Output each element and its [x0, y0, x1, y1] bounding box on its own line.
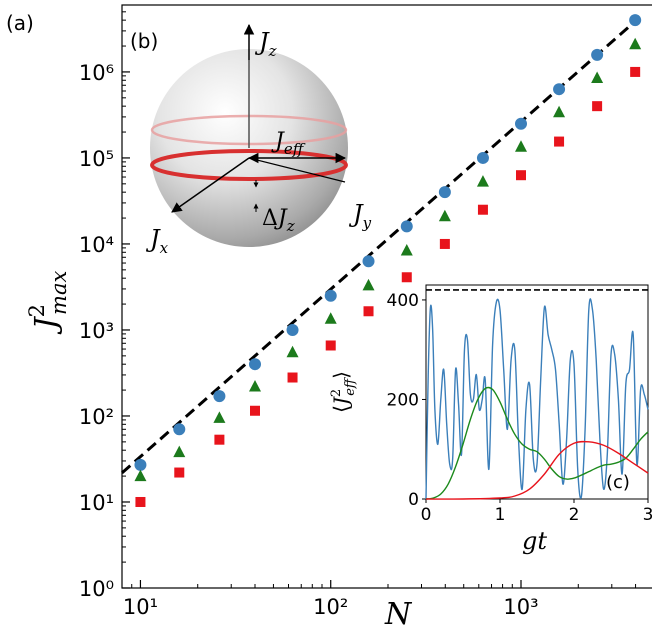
square-point [325, 340, 336, 351]
inset-series-line-2 [425, 440, 649, 500]
square-point [630, 66, 641, 77]
circle-point [286, 323, 299, 336]
square-point [214, 434, 225, 445]
circle-point [591, 48, 604, 61]
triangle-point [476, 175, 489, 187]
square-point [401, 272, 412, 283]
square-point [477, 204, 488, 215]
circle-point [173, 423, 186, 436]
triangle-point [286, 345, 299, 358]
y-tick-label: 10³ [79, 319, 114, 343]
circle-point [553, 83, 566, 96]
inset-series-line-0 [425, 298, 649, 500]
inset-x-tick-label: 0 [421, 505, 432, 525]
triangle-point [324, 312, 337, 324]
circle-point [515, 117, 527, 130]
inset-x-tick-label: 3 [643, 505, 652, 525]
main-axes: 10¹ 10² 10³ 10⁰ 10¹ 10² 10³ 10⁴ 10⁵ 10⁶ [79, 4, 637, 619]
inset-x-label: gt [522, 527, 547, 555]
inset-x-tick-label: 2 [569, 505, 580, 525]
square-point [363, 306, 374, 317]
jy-axis-line [248, 157, 346, 183]
y-tick-label: 10⁰ [79, 577, 114, 601]
inset-x-tick-label: 1 [495, 505, 506, 525]
y-tick-label: 10⁴ [79, 233, 114, 257]
circle-point [629, 14, 642, 27]
y-tick-label: 10⁵ [79, 147, 114, 171]
jy-label: Jy [348, 200, 372, 232]
y-tick-label: 10¹ [79, 491, 114, 515]
triangle-point [134, 469, 147, 482]
triangle-point [515, 140, 527, 152]
jx-axis-arrow [171, 157, 250, 213]
triangle-point [438, 209, 451, 222]
x-tick-label: 10¹ [123, 595, 158, 619]
square-point [516, 170, 526, 181]
circle-point [213, 390, 226, 403]
triangle-point [249, 380, 261, 392]
square-point [250, 405, 260, 416]
inset-axes: 0 1 2 3 0 200 400 [387, 291, 652, 525]
inset-series-line-1 [425, 386, 649, 500]
circle-point [438, 186, 451, 199]
x-tick-label: 10³ [503, 595, 538, 619]
triangle-point [591, 71, 604, 84]
square-point [135, 496, 146, 507]
triangle-point [553, 105, 566, 118]
main-plot: 10¹ 10² 10³ 10⁰ 10¹ 10² 10³ 10⁴ 10⁵ 10⁶ (a) N J2m… [6, 4, 652, 632]
triangle-point [213, 411, 226, 423]
main-data-points [134, 14, 642, 507]
triangle-point [400, 243, 413, 256]
circle-point [400, 220, 413, 233]
jx-label: Jx [145, 225, 169, 257]
y-tick-label: 10² [79, 405, 114, 429]
circle-point [324, 289, 337, 302]
panel-label-c: (c) [606, 472, 630, 493]
fit-line [121, 18, 639, 475]
circle-point [362, 255, 375, 268]
inset-y-tick-label: 200 [387, 390, 419, 410]
equator-ring [150, 149, 348, 181]
panel-label-a: (a) [6, 11, 34, 35]
y-tick-label: 10⁶ [79, 61, 114, 85]
circle-point [249, 358, 261, 371]
triangle-point [629, 37, 642, 50]
triangle-point [362, 278, 375, 291]
square-point [439, 238, 450, 249]
inset-y-tick-label: 400 [387, 291, 419, 311]
y-axis-label: J2max [25, 271, 71, 336]
inset-series [425, 298, 649, 500]
x-axis-label: N [384, 597, 413, 632]
panel-label-b: (b) [130, 29, 158, 53]
square-point [174, 467, 185, 478]
inset-y-label: ⟨J2eff⟩ [329, 371, 358, 413]
square-point [554, 136, 565, 147]
square-point [287, 372, 298, 383]
sphere-inset: (b) Jz Jeff Jy Jx ΔJz [130, 23, 372, 257]
circle-point [134, 458, 147, 471]
x-tick-label: 10² [313, 595, 348, 619]
triangle-point [173, 445, 186, 458]
time-inset: 0 1 2 3 0 200 400 (c) gt ⟨J2eff⟩ [329, 284, 652, 555]
inset-y-tick-label: 0 [408, 490, 419, 510]
circle-point [476, 151, 489, 164]
square-point [592, 101, 603, 112]
